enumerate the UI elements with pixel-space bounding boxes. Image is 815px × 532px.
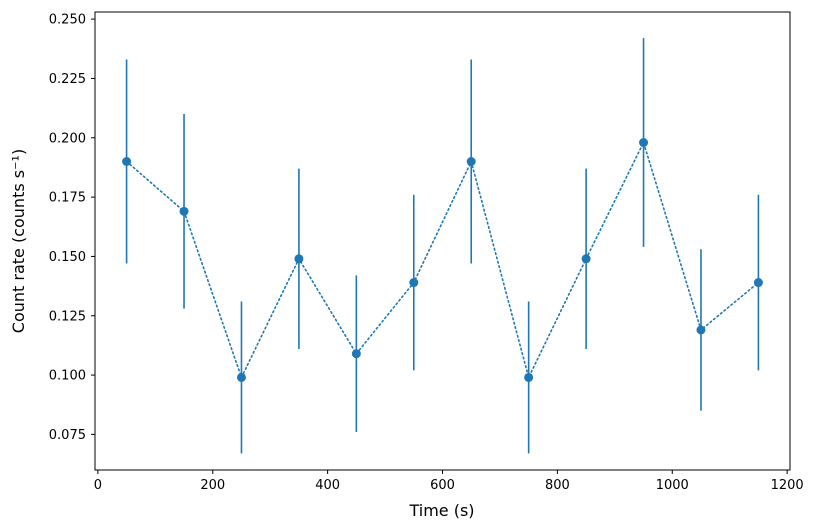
y-tick-label: 0.225 <box>49 72 86 87</box>
x-tick-label: 0 <box>94 478 102 493</box>
x-tick-label: 1000 <box>656 478 689 493</box>
plot-dynamic-layer: 0 200 400 600 800 1000 1200 0.075 0.100 0.125 0.15… <box>49 11 804 493</box>
x-tick-label: 1200 <box>771 478 804 493</box>
data-point-marker <box>696 325 706 335</box>
data-point-marker <box>351 349 361 359</box>
x-tick-label: 200 <box>200 478 225 493</box>
y-tick-label: 0.125 <box>49 309 86 324</box>
y-tick-label: 0.150 <box>49 250 86 265</box>
data-point-marker <box>294 254 304 264</box>
x-axis-label: Time (s) <box>408 501 474 520</box>
data-point-marker <box>122 157 132 167</box>
data-point-marker <box>524 372 534 382</box>
data-point-marker <box>466 157 476 167</box>
data-point-marker <box>639 138 649 148</box>
x-tick-label: 400 <box>315 478 340 493</box>
data-point-marker <box>409 278 419 288</box>
y-tick-label: 0.075 <box>49 428 86 443</box>
data-point-marker <box>236 372 246 382</box>
y-axis-label: Count rate (counts s⁻¹) <box>9 149 28 333</box>
y-tick-label: 0.100 <box>49 369 86 384</box>
x-tick-label: 600 <box>430 478 455 493</box>
data-point-marker <box>179 206 189 216</box>
x-tick-label: 800 <box>545 478 570 493</box>
y-tick-label: 0.200 <box>49 131 86 146</box>
data-point-marker <box>581 254 591 264</box>
series-line <box>125 140 760 380</box>
y-tick-label: 0.250 <box>49 13 86 28</box>
plot-border <box>94 11 791 471</box>
data-point-marker <box>753 278 763 288</box>
y-tick-label: 0.175 <box>49 191 86 206</box>
